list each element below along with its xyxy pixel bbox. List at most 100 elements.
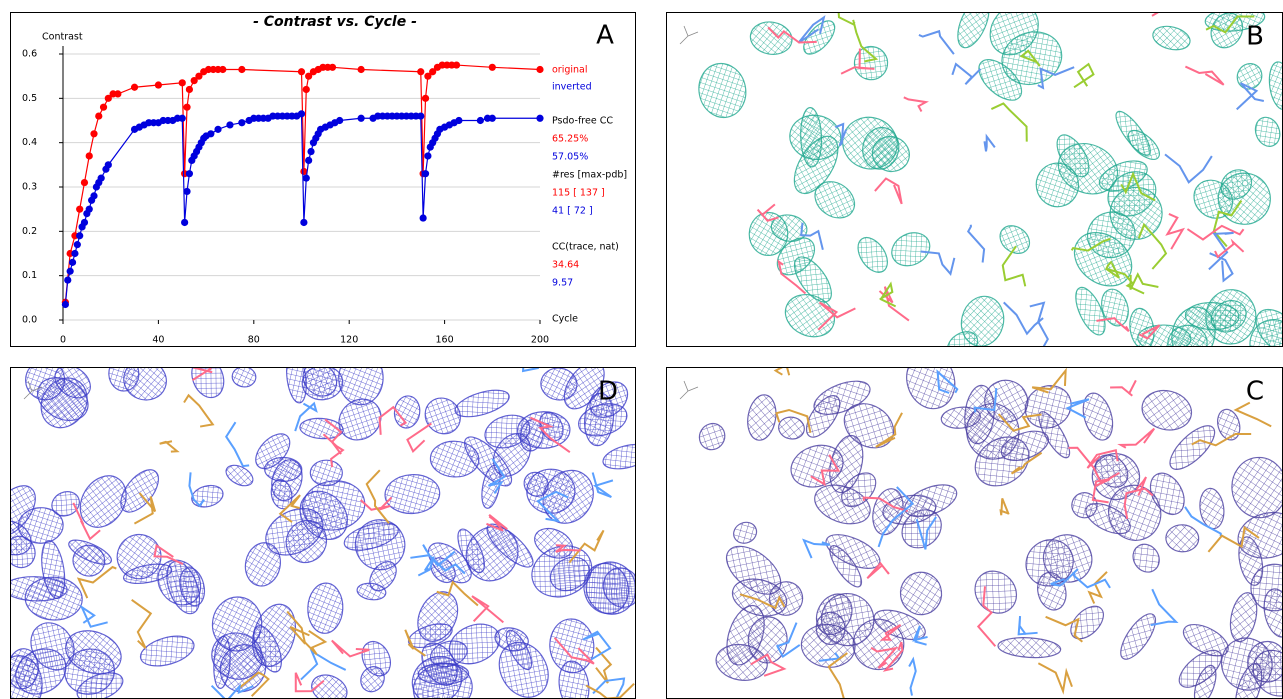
model-stick (378, 405, 408, 435)
x-tick-label: 0 (60, 335, 66, 346)
model-stick (225, 421, 250, 468)
model-stick (406, 422, 432, 454)
model-stick (1186, 224, 1245, 241)
model-stick (1110, 379, 1137, 397)
model-stick (278, 494, 301, 523)
data-point (99, 103, 108, 111)
density-blob (793, 256, 832, 303)
y-tick-label: 0.5 (22, 93, 37, 104)
density-blob (424, 397, 461, 435)
model-stick (131, 598, 153, 649)
density-blob (698, 62, 747, 119)
density-blob (252, 603, 297, 667)
model-stick (183, 393, 215, 428)
axes-icon (679, 25, 699, 45)
data-point (305, 156, 313, 164)
data-point (85, 152, 93, 160)
data-point (424, 72, 432, 80)
density-blob (853, 45, 889, 81)
data-point (300, 167, 308, 176)
panel-label: B (1246, 22, 1264, 52)
model-stick (486, 514, 508, 532)
density-blob (974, 570, 1018, 614)
model-stick (79, 604, 108, 628)
model-stick (739, 593, 786, 610)
model-stick (331, 639, 370, 658)
model-stick (1086, 449, 1119, 469)
data-point (114, 90, 122, 98)
density-blob (498, 641, 549, 698)
model-stick (802, 538, 830, 559)
data-point (328, 63, 337, 71)
data-point (64, 276, 72, 284)
model-stick (777, 259, 807, 295)
model-stick (756, 203, 779, 222)
density-blob (862, 126, 900, 170)
data-point (300, 218, 308, 227)
density-blob (427, 542, 472, 584)
density-blob (1070, 605, 1104, 640)
data-point (68, 258, 77, 266)
model-stick (1019, 49, 1041, 67)
model-stick (915, 516, 937, 550)
model-stick (1037, 66, 1075, 90)
x-tick-label: 120 (340, 335, 358, 346)
data-point (90, 130, 98, 138)
data-point (80, 218, 89, 227)
model-stick (1236, 82, 1265, 111)
data-point (61, 300, 69, 309)
data-point (178, 114, 186, 122)
density-blob (793, 135, 839, 195)
model-stick (999, 498, 1010, 516)
stat-text: 41 [ 72 ] (552, 206, 593, 217)
density-blob (1254, 116, 1281, 147)
model-stick (966, 224, 986, 263)
y-tick-label: 0.4 (22, 137, 37, 148)
density-blob (1082, 392, 1114, 441)
density-blob (1120, 613, 1157, 660)
density-blob (157, 559, 202, 606)
model-stick (810, 454, 841, 487)
model-stick (866, 561, 890, 580)
data-point (183, 103, 191, 111)
stat-text: 57.05% (552, 152, 588, 163)
y-axis-label: Contrast (42, 32, 83, 43)
data-point (190, 77, 198, 85)
data-point (214, 125, 222, 133)
density-blob (540, 367, 578, 401)
model-stick (983, 133, 996, 152)
panel-label: A (596, 21, 614, 51)
density-blob (1075, 286, 1106, 336)
model-stick (973, 387, 998, 413)
density-blob (602, 567, 636, 608)
model-stick (1050, 568, 1079, 587)
y-tick-label: 0.3 (22, 182, 37, 193)
model-stick (990, 102, 1028, 142)
data-point (178, 79, 186, 87)
model-stick (1207, 525, 1260, 553)
data-point (421, 94, 430, 102)
density-blob (384, 474, 441, 515)
data-point (417, 68, 425, 76)
model-stick (1137, 222, 1168, 270)
panel-label: D (598, 377, 618, 407)
density-blob (1263, 588, 1283, 638)
data-point (207, 130, 215, 138)
model-stick (775, 408, 812, 434)
data-point (80, 178, 89, 187)
density-blob (301, 367, 344, 401)
model-stick (365, 469, 390, 524)
model-stick (912, 625, 928, 646)
model-stick (1003, 301, 1044, 336)
model-stick (1105, 260, 1120, 279)
data-point (226, 121, 234, 129)
model-stick (410, 554, 466, 575)
density-blob (815, 593, 853, 636)
data-point (297, 110, 306, 118)
density-map (666, 367, 1283, 699)
model-stick (1001, 245, 1027, 287)
density-blob (1101, 288, 1129, 327)
model-stick (553, 637, 595, 665)
data-point (154, 81, 162, 89)
